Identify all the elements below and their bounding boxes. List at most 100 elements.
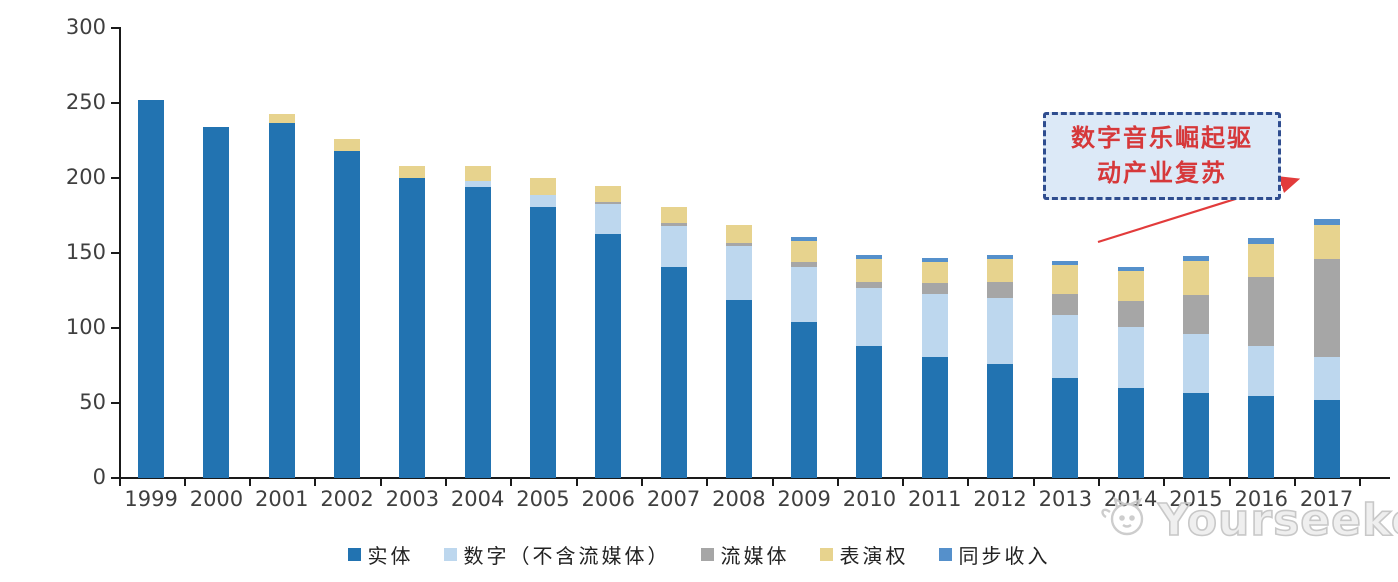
- x-axis-tick: [314, 479, 317, 486]
- y-axis-tick-label: 100: [65, 315, 106, 339]
- x-axis-category-label: 2009: [777, 487, 831, 511]
- legend-label: 实体: [367, 544, 414, 568]
- bar-segment-2015: [1182, 392, 1209, 478]
- bar-segment-2002: [334, 151, 361, 478]
- legend-item: 表演权: [819, 540, 909, 569]
- bar-segment-2013: [1052, 314, 1079, 378]
- bar-segment-2010: [856, 259, 883, 282]
- annotation-line-1: 数字音乐崛起驱: [1071, 124, 1253, 153]
- bar-segment-2013: [1052, 293, 1079, 315]
- legend-item: 同步收入: [938, 540, 1051, 569]
- bar-segment-2003: [399, 178, 426, 478]
- legend-swatch-icon: [347, 548, 361, 561]
- bar-segment-2000: [203, 127, 230, 478]
- bar-segment-2017: [1313, 400, 1340, 478]
- y-axis-tick-label: 200: [65, 165, 106, 189]
- y-axis-tick: [111, 177, 119, 179]
- x-axis-tick: [902, 479, 905, 486]
- legend: 实体 数字（不含流媒体） 流媒体 表演权 同步收入: [0, 540, 1398, 569]
- x-axis-category-label: 2008: [712, 487, 766, 511]
- annotation-callout: 数字音乐崛起驱 动产业复苏: [1043, 112, 1281, 200]
- bar-segment-1999: [138, 100, 165, 478]
- x-axis-tick: [1032, 479, 1035, 486]
- bar-segment-2004: [464, 187, 491, 478]
- bar-segment-2011: [921, 293, 948, 357]
- x-axis-category-label: 1999: [124, 487, 178, 511]
- bar-segment-2008: [725, 224, 752, 243]
- bar-segment-2016: [1248, 395, 1275, 478]
- legend-item: 实体: [347, 540, 414, 569]
- bar-segment-2014: [1117, 271, 1144, 301]
- bar-segment-2002: [334, 139, 361, 151]
- bar-segment-2017: [1313, 218, 1340, 225]
- bar-segment-2007: [660, 266, 687, 478]
- legend-item: 流媒体: [700, 540, 790, 569]
- x-axis-tick: [1293, 479, 1296, 486]
- x-axis-tick: [967, 479, 970, 486]
- bar-segment-2016: [1248, 277, 1275, 346]
- x-axis-tick: [183, 479, 186, 486]
- legend-swatch-icon: [938, 548, 952, 561]
- x-axis-tick: [575, 479, 578, 486]
- bar-segment-2009: [791, 236, 818, 241]
- bar-segment-2006: [595, 203, 622, 234]
- legend-label: 同步收入: [958, 544, 1051, 568]
- bar-segment-2008: [725, 245, 752, 300]
- x-axis-category-label: 2007: [646, 487, 701, 511]
- x-axis-category-label: 2002: [320, 487, 374, 511]
- bar-segment-2007: [660, 223, 687, 226]
- bar-segment-2006: [595, 185, 622, 202]
- bar-segment-2005: [529, 194, 556, 207]
- bar-segment-2010: [856, 281, 883, 288]
- bar-segment-2012: [987, 254, 1014, 259]
- bar-segment-2017: [1313, 259, 1340, 357]
- bar-segment-2008: [725, 242, 752, 246]
- bar-segment-2017: [1313, 224, 1340, 259]
- bar-segment-2008: [725, 299, 752, 478]
- x-axis-tick: [118, 479, 121, 486]
- legend-item: 数字（不含流媒体）: [443, 540, 671, 569]
- bar-segment-2014: [1117, 301, 1144, 327]
- x-axis-tick: [445, 479, 447, 486]
- bar-segment-2013: [1052, 377, 1079, 478]
- x-axis-category-label: 2006: [581, 487, 635, 511]
- bar-segment-2004: [464, 181, 491, 187]
- legend-swatch-icon: [819, 548, 833, 561]
- x-axis-category-label: 2017: [1299, 487, 1354, 511]
- bar-segment-2012: [987, 298, 1014, 364]
- bar-segment-2009: [791, 322, 818, 478]
- bar-segment-2015: [1182, 295, 1209, 334]
- x-axis-tick: [510, 479, 513, 486]
- x-axis-category-label: 2011: [908, 487, 962, 511]
- bar-segment-2006: [595, 233, 622, 478]
- bar-segment-2011: [921, 262, 948, 283]
- x-axis-tick: [249, 479, 252, 486]
- legend-swatch-icon: [700, 548, 714, 561]
- bar-segment-2009: [791, 241, 818, 262]
- legend-label: 表演权: [839, 544, 909, 568]
- bar-segment-2014: [1117, 388, 1144, 478]
- bar-segment-2005: [529, 206, 556, 478]
- bar-segment-2010: [856, 254, 883, 259]
- y-axis-tick: [111, 327, 119, 329]
- x-axis-category-label: 2004: [450, 487, 505, 511]
- bar-segment-2012: [987, 364, 1014, 478]
- x-axis-tick: [836, 479, 839, 486]
- x-axis-line: [119, 477, 1390, 479]
- bar-segment-2001: [268, 122, 295, 478]
- x-axis-category-label: 2015: [1169, 487, 1223, 511]
- x-axis-category-label: 2003: [385, 487, 440, 511]
- bar-segment-2006: [595, 202, 622, 204]
- y-axis-tick: [111, 27, 119, 29]
- annotation-line-2: 动产业复苏: [1097, 159, 1227, 187]
- x-axis-tick: [1228, 479, 1231, 486]
- legend-label: 流媒体: [720, 544, 790, 568]
- y-axis-tick: [111, 252, 119, 254]
- bar-segment-2013: [1052, 265, 1079, 294]
- x-axis-tick: [771, 479, 774, 486]
- bar-segment-2013: [1052, 260, 1079, 265]
- x-axis-category-label: 2016: [1234, 487, 1288, 511]
- bar-segment-2012: [987, 281, 1014, 298]
- x-axis-category-label: 2012: [973, 487, 1027, 511]
